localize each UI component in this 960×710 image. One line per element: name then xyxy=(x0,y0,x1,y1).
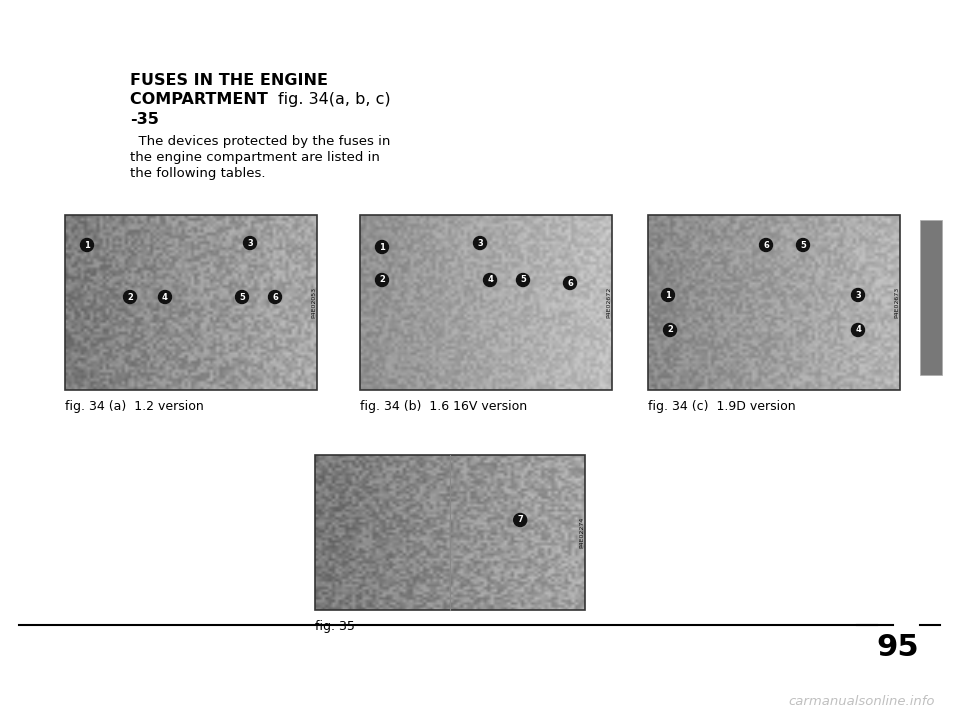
Text: 1: 1 xyxy=(84,241,90,249)
Circle shape xyxy=(269,290,281,303)
Text: 5: 5 xyxy=(800,241,806,249)
Text: P4E02672: P4E02672 xyxy=(607,287,612,318)
Text: 4: 4 xyxy=(487,275,492,285)
Text: 3: 3 xyxy=(855,290,861,300)
Text: 6: 6 xyxy=(763,241,769,249)
Text: The devices protected by the fuses in: The devices protected by the fuses in xyxy=(130,135,391,148)
Text: COMPARTMENT: COMPARTMENT xyxy=(130,92,274,107)
Circle shape xyxy=(484,273,496,287)
Text: 95: 95 xyxy=(876,633,920,662)
Circle shape xyxy=(81,239,93,251)
Bar xyxy=(315,455,585,610)
Text: 2: 2 xyxy=(127,293,132,302)
Circle shape xyxy=(124,290,136,303)
Text: P4E02673: P4E02673 xyxy=(895,287,900,318)
Text: the engine compartment are listed in: the engine compartment are listed in xyxy=(130,151,380,164)
Bar xyxy=(360,215,612,390)
Circle shape xyxy=(564,276,577,290)
Circle shape xyxy=(759,239,773,251)
Text: 6: 6 xyxy=(272,293,278,302)
Text: P4E02274: P4E02274 xyxy=(580,517,585,548)
Bar xyxy=(920,220,942,375)
Text: fig. 34 (c)  1.9D version: fig. 34 (c) 1.9D version xyxy=(648,400,796,413)
Text: 7: 7 xyxy=(517,515,523,525)
Text: 3: 3 xyxy=(247,239,252,248)
Text: fig. 35: fig. 35 xyxy=(315,620,355,633)
Circle shape xyxy=(797,239,809,251)
Text: fig. 34(a, b, c): fig. 34(a, b, c) xyxy=(278,92,391,107)
Circle shape xyxy=(514,513,527,527)
Text: 2: 2 xyxy=(379,275,385,285)
Text: fig. 34 (b)  1.6 16V version: fig. 34 (b) 1.6 16V version xyxy=(360,400,527,413)
Bar xyxy=(65,215,317,390)
Text: P4E02053: P4E02053 xyxy=(311,287,317,318)
Bar xyxy=(648,215,900,390)
Text: the following tables.: the following tables. xyxy=(130,167,266,180)
Text: -35: -35 xyxy=(130,112,158,127)
Text: 5: 5 xyxy=(239,293,245,302)
Text: fig. 34 (a)  1.2 version: fig. 34 (a) 1.2 version xyxy=(65,400,204,413)
Circle shape xyxy=(852,288,865,302)
Circle shape xyxy=(516,273,530,287)
Text: FUSES IN THE ENGINE: FUSES IN THE ENGINE xyxy=(130,73,328,88)
Text: 1: 1 xyxy=(379,243,385,251)
Circle shape xyxy=(375,273,389,287)
Text: 1: 1 xyxy=(665,290,671,300)
Circle shape xyxy=(244,236,256,249)
Text: 6: 6 xyxy=(567,278,573,288)
Text: 5: 5 xyxy=(520,275,526,285)
Circle shape xyxy=(375,241,389,253)
Circle shape xyxy=(473,236,487,249)
Circle shape xyxy=(158,290,172,303)
Text: carmanualsonline.info: carmanualsonline.info xyxy=(788,695,935,708)
Circle shape xyxy=(235,290,249,303)
Text: 4: 4 xyxy=(162,293,168,302)
Text: 3: 3 xyxy=(477,239,483,248)
Text: 2: 2 xyxy=(667,325,673,334)
Circle shape xyxy=(661,288,675,302)
Circle shape xyxy=(852,324,865,337)
Text: 4: 4 xyxy=(855,325,861,334)
Circle shape xyxy=(663,324,677,337)
